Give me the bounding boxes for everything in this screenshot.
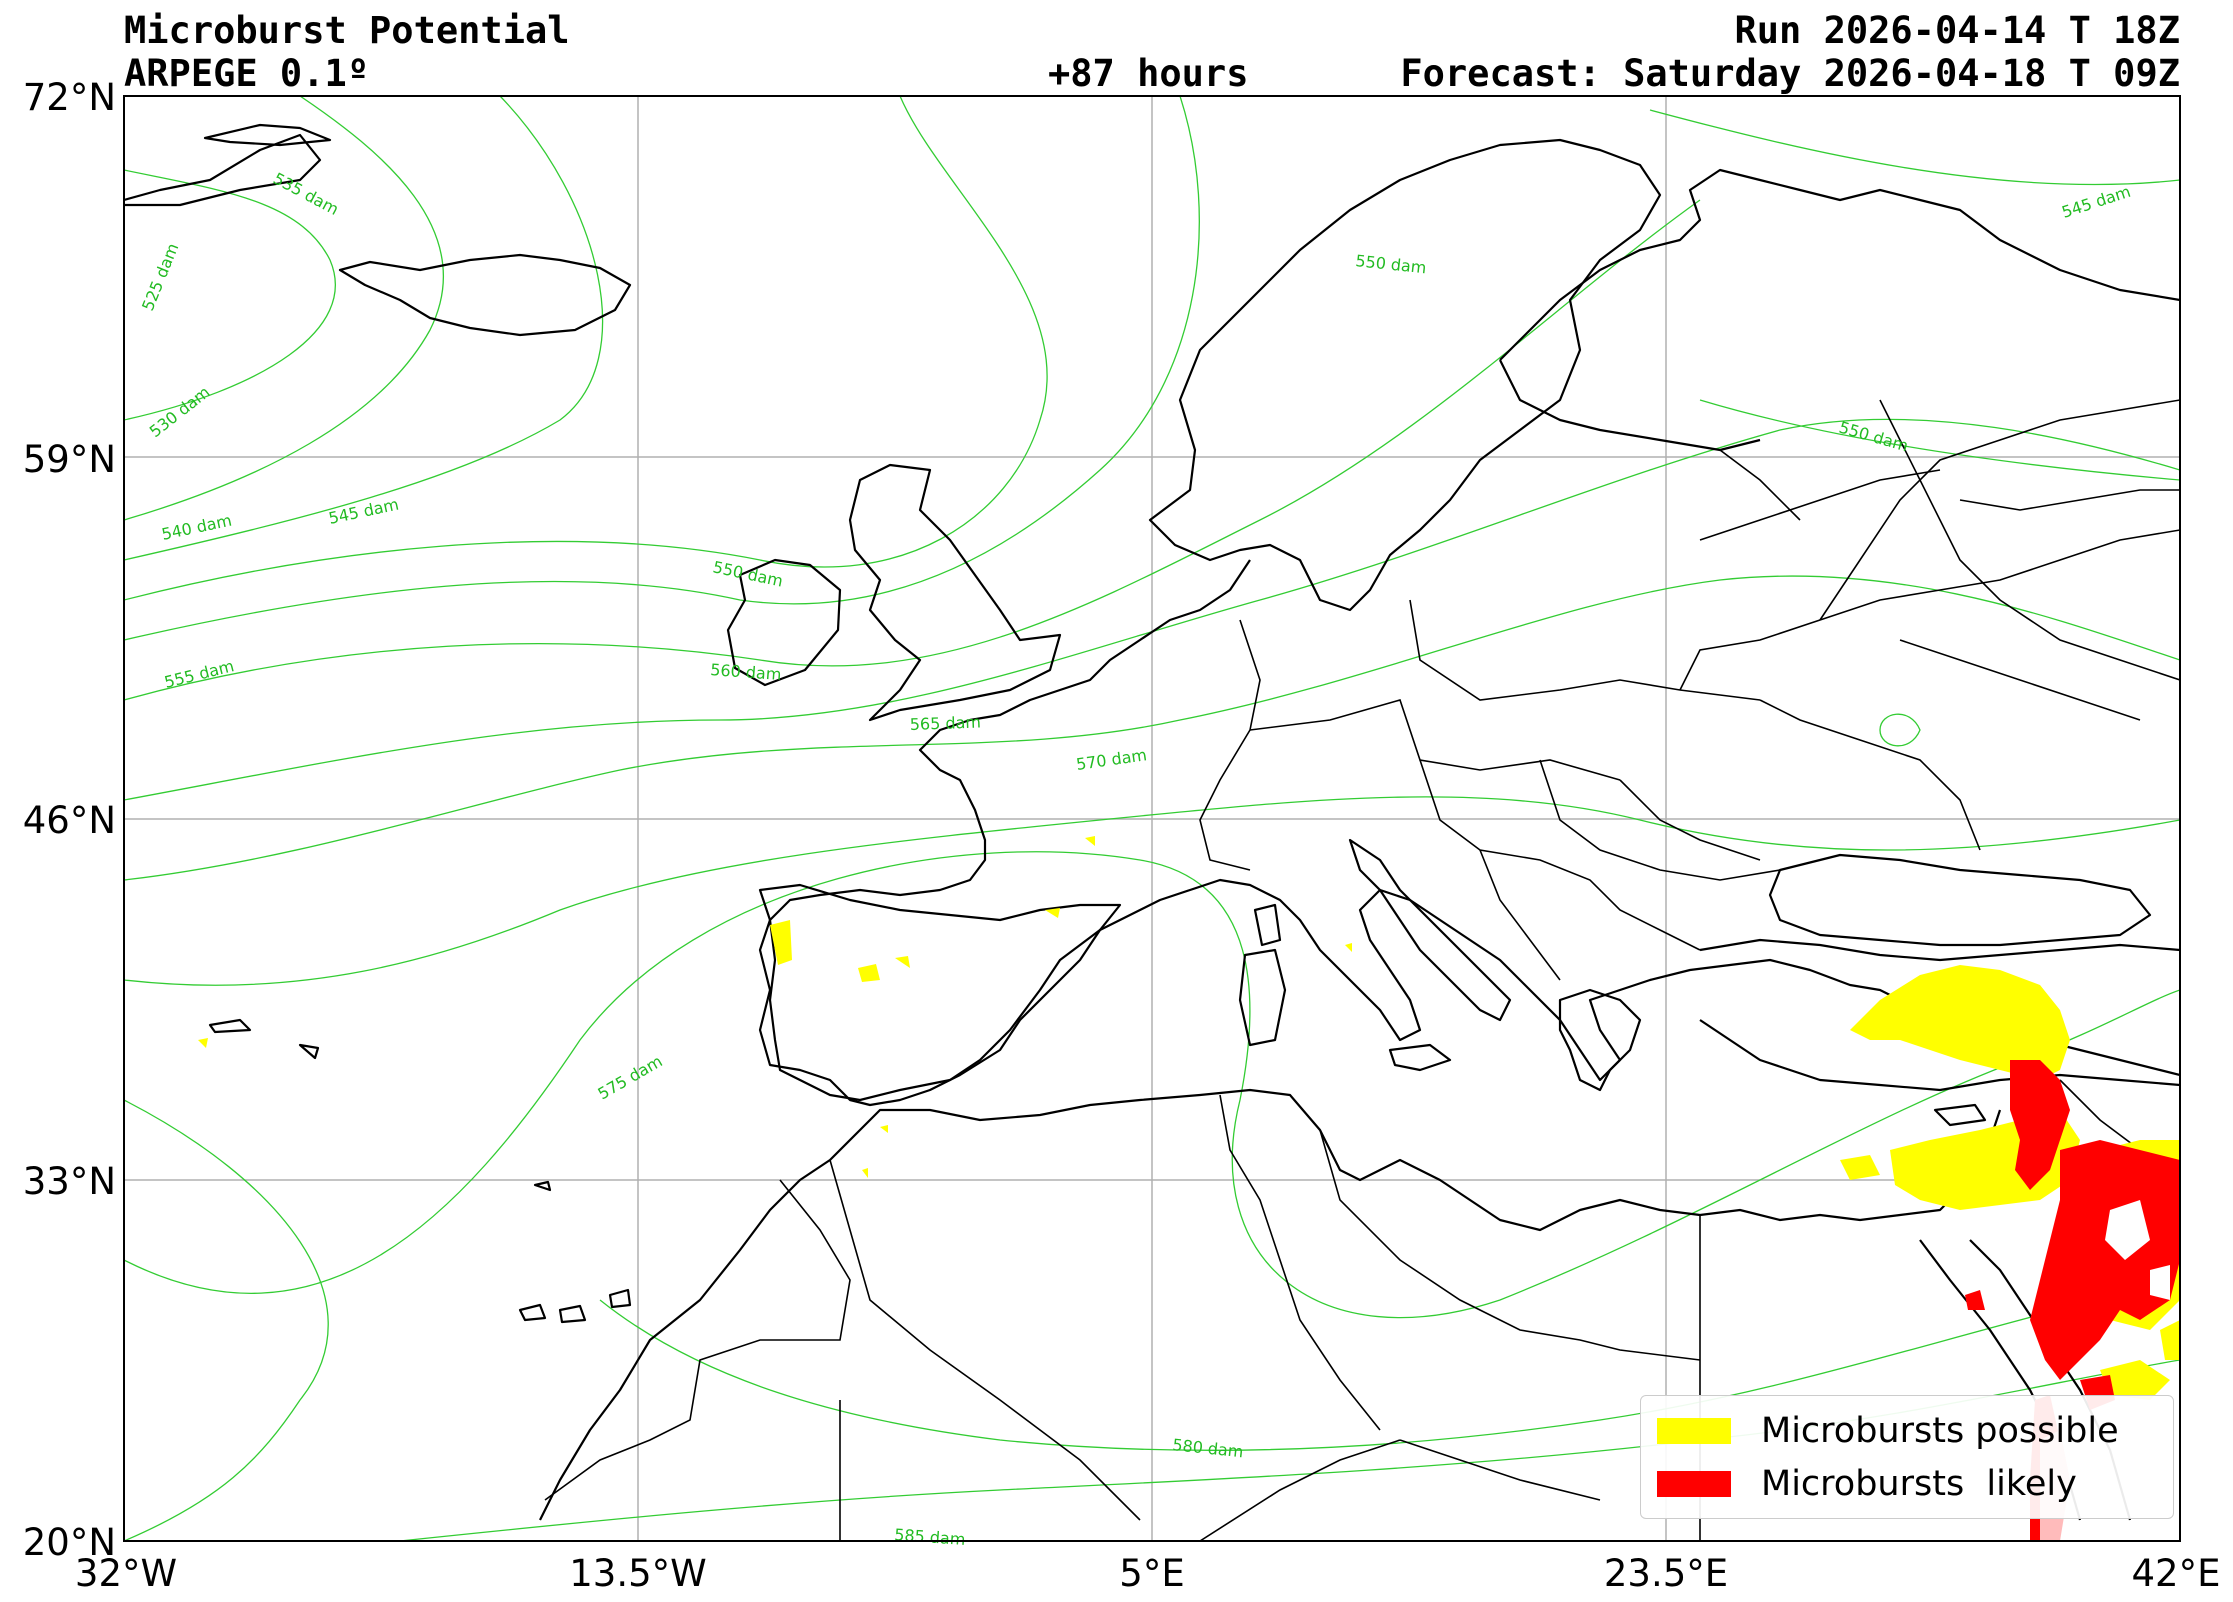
legend: Microbursts possible Microbursts likely [1640,1395,2174,1519]
lat-tick-label: 20°N [23,1521,116,1564]
geopotential-contours [124,96,2180,1541]
europe-coastline [758,559,2180,1107]
lat-tick-label: 33°N [23,1160,116,1203]
lon-tick-label: 5°E [1119,1552,1184,1595]
italy-outline [1348,838,1512,1022]
lat-tick-label: 59°N [23,438,116,481]
turkey-outline [1699,938,2180,962]
contour-label: 560 dam [710,660,782,684]
gridlines [124,96,2180,1541]
map-frame [123,95,2181,1542]
black-sea-outline [1768,853,2152,947]
likely-area-gaps [2105,1200,2170,1300]
iceland-outline [338,253,632,337]
legend-label-likely: Microbursts likely [1761,1464,2077,1504]
legend-item-likely: Microbursts likely [1657,1464,2077,1504]
longitude-axis: 32°W 13.5°W 5°E 23.5°E 42°E [75,1552,2221,1595]
lon-tick-label: 32°W [75,1552,177,1595]
model-label: ARPEGE 0.1º [124,52,370,95]
forecast-label: Forecast: Saturday 2026-04-18 T 09Z [1400,52,2180,95]
likely-area-arabia [2030,1140,2180,1380]
contour-label: 565 dam [909,713,981,734]
ireland-outline [726,558,842,687]
great-britain-outline [848,463,1062,722]
lon-tick-label: 13.5°W [569,1552,706,1595]
possible-area-turkey [1850,965,2070,1080]
lon-tick-label: 23.5°E [1604,1552,1728,1595]
run-label: Run 2026-04-14 T 18Z [1734,9,2180,52]
legend-label-possible: Microbursts possible [1761,1411,2119,1451]
contour-label: 585 dam [894,1525,966,1549]
legend-swatch-likely [1657,1471,1731,1497]
legend-swatch-possible [1657,1418,1731,1444]
latitude-axis: 72°N 59°N 46°N 33°N 20°N [23,76,116,1564]
greece-outline [1558,988,1642,1092]
country-borders [544,399,2180,1541]
lon-tick-label: 42°E [2132,1552,2221,1595]
legend-item-possible: Microbursts possible [1657,1411,2119,1451]
lead-time-label: +87 hours [1048,52,1249,95]
likely-area-levant [2010,1060,2070,1190]
map-title: Microburst Potential [124,9,570,52]
iberia-outline [758,883,1122,1102]
lat-tick-label: 72°N [23,76,116,119]
lat-tick-label: 46°N [23,799,116,842]
